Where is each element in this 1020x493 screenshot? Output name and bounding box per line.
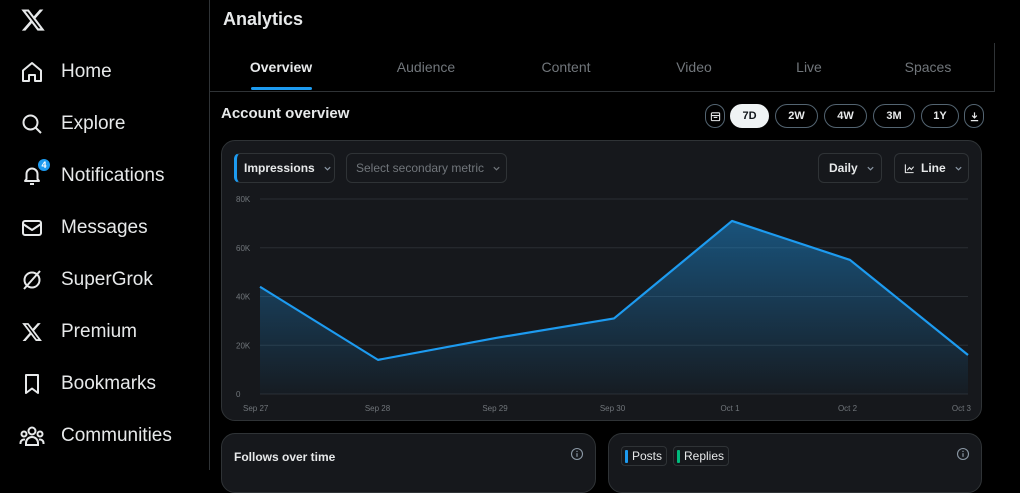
nav-premium[interactable]: Premium <box>18 312 137 352</box>
posts-label: Posts <box>632 449 662 463</box>
range-1y[interactable]: 1Y <box>921 104 959 128</box>
follows-card: Follows over time <box>221 433 596 493</box>
sidebar: Home Explore 4 Notifications Messages Su… <box>0 0 209 470</box>
tab-content[interactable]: Content <box>541 59 590 75</box>
impressions-chart-card: Impressions Select secondary metric Dail… <box>221 140 982 421</box>
x-tick-label: Sep 29 <box>482 404 508 413</box>
calendar-icon <box>710 111 721 122</box>
y-tick-label: 80K <box>236 195 251 204</box>
y-tick-label: 60K <box>236 244 251 253</box>
x-tick-label: Sep 28 <box>365 404 391 413</box>
x-logo-icon <box>18 318 46 346</box>
nav-premium-label: Premium <box>61 321 137 343</box>
download-button[interactable] <box>964 104 984 128</box>
nav-messages-label: Messages <box>61 217 148 239</box>
nav-home[interactable]: Home <box>18 52 112 92</box>
x-tick-label: Sep 30 <box>600 404 626 413</box>
x-logo-icon[interactable] <box>20 6 46 34</box>
people-icon <box>18 422 46 450</box>
tab-spaces[interactable]: Spaces <box>905 59 952 75</box>
x-tick-label: Oct 3 <box>952 404 972 413</box>
calendar-button[interactable] <box>705 104 725 128</box>
nav-bookmarks-label: Bookmarks <box>61 373 156 395</box>
y-tick-label: 40K <box>236 293 251 302</box>
x-tick-label: Oct 2 <box>838 404 858 413</box>
tab-video[interactable]: Video <box>676 59 712 75</box>
bookmark-icon <box>18 370 46 398</box>
posts-chip[interactable]: Posts <box>621 446 667 466</box>
grok-icon <box>18 266 46 294</box>
nav-messages[interactable]: Messages <box>18 208 148 248</box>
nav-bookmarks[interactable]: Bookmarks <box>18 364 156 404</box>
bell-icon: 4 <box>18 162 46 190</box>
x-tick-label: Oct 1 <box>720 404 740 413</box>
nav-supergrok-label: SuperGrok <box>61 269 153 291</box>
search-icon <box>18 110 46 138</box>
nav-communities[interactable]: Communities <box>18 416 172 456</box>
range-7d[interactable]: 7D <box>730 104 769 128</box>
replies-color-swatch <box>677 450 680 463</box>
page-title: Analytics <box>223 9 303 30</box>
nav-communities-label: Communities <box>61 425 172 447</box>
series-area <box>260 221 968 394</box>
range-4w[interactable]: 4W <box>824 104 867 128</box>
tab-overview[interactable]: Overview <box>250 59 312 75</box>
nav-home-label: Home <box>61 61 112 83</box>
replies-chip[interactable]: Replies <box>673 446 729 466</box>
nav-explore[interactable]: Explore <box>18 104 125 144</box>
x-tick-label: Sep 27 <box>243 404 269 413</box>
posts-color-swatch <box>625 450 628 463</box>
tab-audience[interactable]: Audience <box>397 59 455 75</box>
main-content: Analytics Overview Audience Content Vide… <box>210 0 1020 470</box>
account-overview-title: Account overview <box>221 105 349 122</box>
notification-badge: 4 <box>37 158 51 172</box>
y-tick-label: 20K <box>236 341 251 350</box>
nav-notifications[interactable]: 4 Notifications <box>18 156 165 196</box>
analytics-tabs: Overview Audience Content Video Live Spa… <box>210 43 995 92</box>
nav-explore-label: Explore <box>61 113 125 135</box>
tab-live[interactable]: Live <box>796 59 822 75</box>
active-tab-indicator <box>251 87 312 90</box>
home-icon <box>18 58 46 86</box>
nav-supergrok[interactable]: SuperGrok <box>18 260 153 300</box>
range-3m[interactable]: 3M <box>873 104 915 128</box>
range-2w[interactable]: 2W <box>775 104 818 128</box>
replies-label: Replies <box>684 449 724 463</box>
download-icon <box>969 111 980 122</box>
y-tick-label: 0 <box>236 390 241 399</box>
nav-notifications-label: Notifications <box>61 165 165 187</box>
follows-title: Follows over time <box>234 450 335 464</box>
envelope-icon <box>18 214 46 242</box>
info-icon[interactable] <box>956 447 970 461</box>
impressions-chart: 0 20K 40K 60K 80K Sep 27 Sep 28 Sep 29 Sep 30 Oct… <box>222 141 981 420</box>
info-icon[interactable] <box>570 447 584 461</box>
posts-replies-card: Posts Replies <box>608 433 982 493</box>
